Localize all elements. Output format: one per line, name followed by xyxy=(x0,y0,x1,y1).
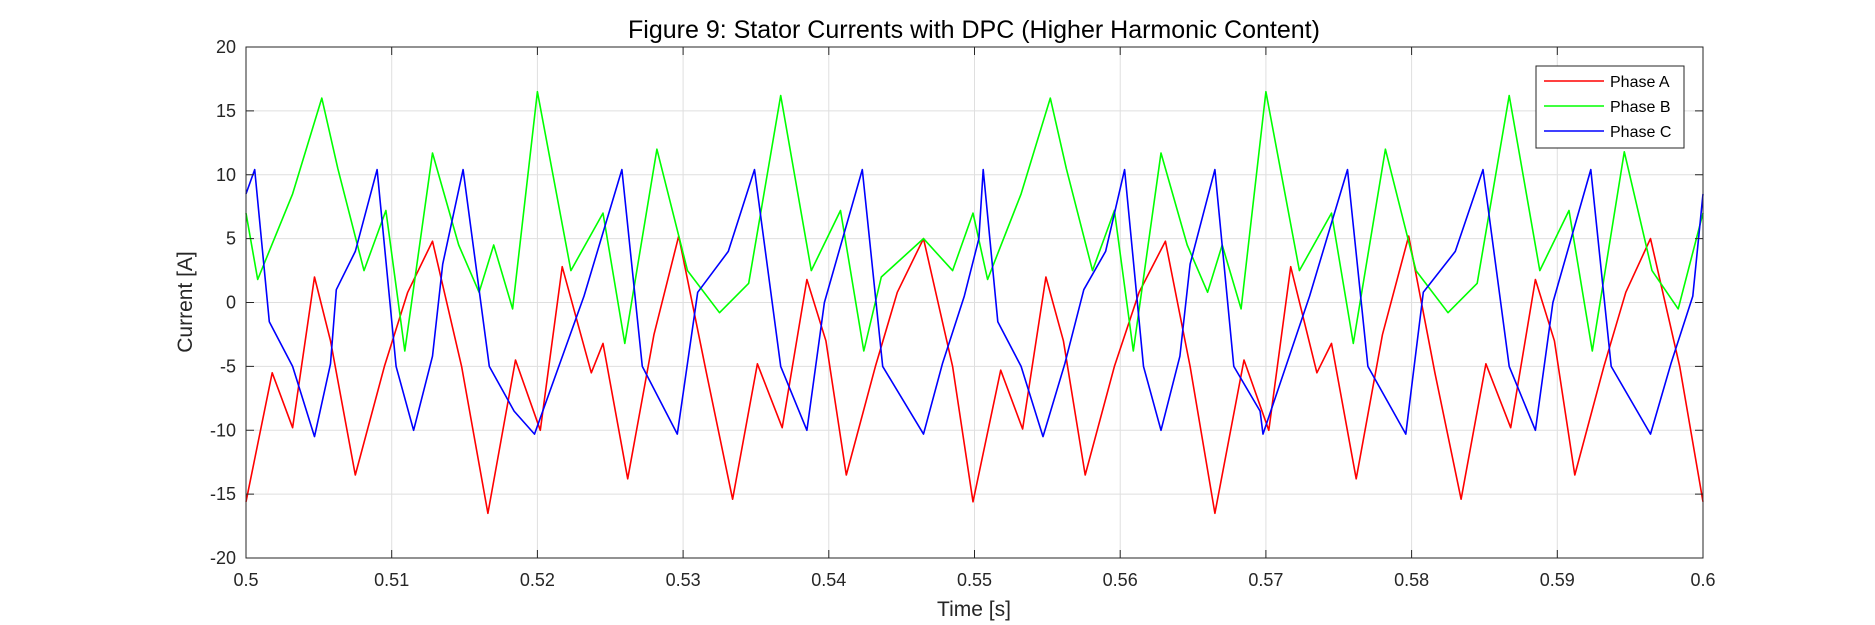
series-layer xyxy=(245,90,1704,515)
y-axis-label: Current [A] xyxy=(174,251,197,353)
y-tick-label: 5 xyxy=(226,229,236,249)
legend-entry-phase-b: Phase B xyxy=(1544,99,1670,116)
y-tick-label: 10 xyxy=(216,165,236,185)
y-tick-label: 0 xyxy=(226,293,236,313)
y-tick-label: 15 xyxy=(216,101,236,121)
legend-label-phase-c: Phase C xyxy=(1610,124,1671,141)
series-line-phase-a xyxy=(245,235,1704,515)
legend-label-phase-a: Phase A xyxy=(1610,74,1670,91)
chart-title: Figure 9: Stator Currents with DPC (High… xyxy=(628,16,1320,44)
x-tick-label: 0.6 xyxy=(1690,570,1715,590)
legend: Phase A Phase B Phase C xyxy=(1535,65,1685,149)
series-line-phase-c xyxy=(245,168,1704,438)
x-tick-label: 0.5 xyxy=(233,570,258,590)
series-line-phase-b xyxy=(245,90,1704,352)
x-tick-label: 0.53 xyxy=(666,570,701,590)
legend-entry-phase-c: Phase C xyxy=(1544,124,1671,141)
x-tick-label: 0.51 xyxy=(374,570,409,590)
y-tick-label: -15 xyxy=(210,484,236,504)
x-tick-label: 0.57 xyxy=(1248,570,1283,590)
tick-labels: 0.5 0.51 0.52 0.53 0.54 0.55 0.56 0.57 0.58 0.59 0… xyxy=(210,37,1716,590)
legend-box xyxy=(1535,65,1685,149)
legend-label-phase-b: Phase B xyxy=(1610,99,1670,116)
x-tick-label: 0.54 xyxy=(811,570,846,590)
y-tick-label: -5 xyxy=(220,356,236,376)
x-tick-label: 0.55 xyxy=(957,570,992,590)
x-tick-label: 0.58 xyxy=(1394,570,1429,590)
y-tick-label: 20 xyxy=(216,37,236,57)
tick-marks xyxy=(245,46,1704,559)
x-tick-label: 0.52 xyxy=(520,570,555,590)
x-axis-label: Time [s] xyxy=(937,598,1011,621)
y-tick-label: -20 xyxy=(210,548,236,568)
x-tick-label: 0.56 xyxy=(1103,570,1138,590)
x-tick-label: 0.59 xyxy=(1540,570,1575,590)
y-tick-label: -10 xyxy=(210,420,236,440)
legend-entry-phase-a: Phase A xyxy=(1544,74,1670,91)
